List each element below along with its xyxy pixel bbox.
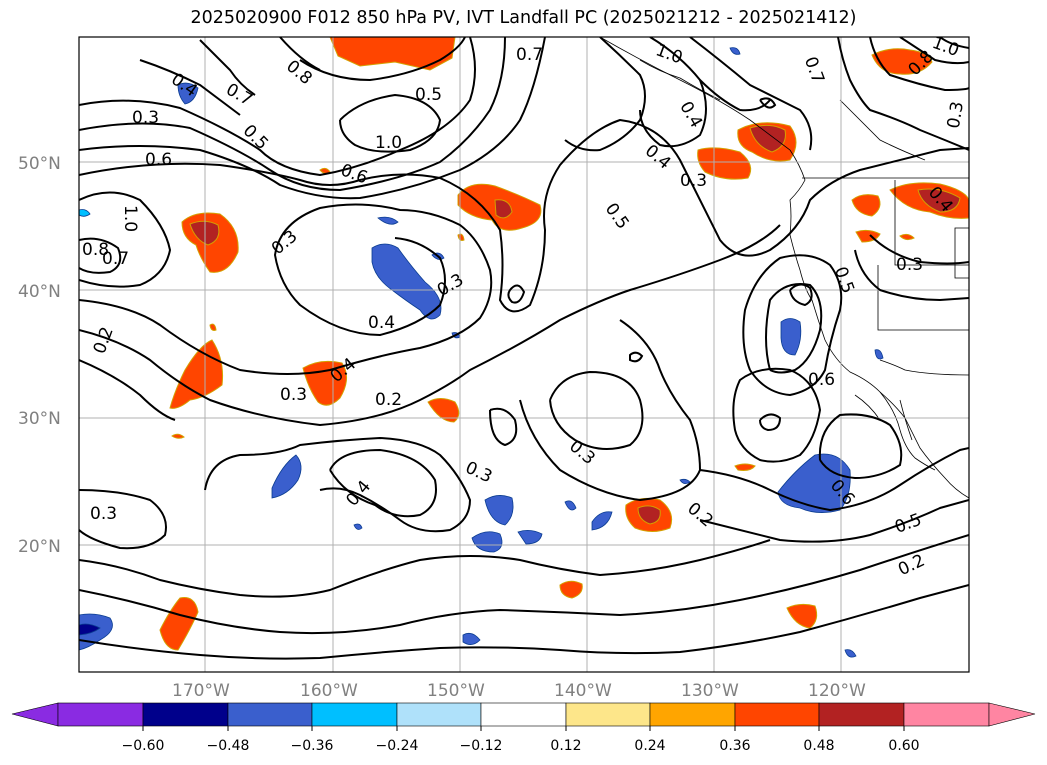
colorbar-tick-label: −0.12 — [460, 738, 503, 754]
lon-label: 170°W — [172, 681, 230, 701]
colorbar-segment — [649, 702, 736, 727]
lon-label: 130°W — [681, 681, 739, 701]
lon-label: 120°W — [808, 681, 866, 701]
colorbar-segment — [565, 702, 651, 727]
map-panel: 0.4 0.7 0.8 0.5 0.3 0.6 1.0 0.6 0.8 0.7 … — [79, 37, 969, 672]
contour-label: 0.3 — [680, 171, 707, 191]
contour-label: 0.8 — [82, 240, 109, 260]
map-title: 2025020900 F012 850 hPa PV, IVT Landfall… — [190, 8, 857, 28]
contour-label: 0.6 — [808, 370, 835, 390]
contour-label: 0.6 — [145, 150, 172, 170]
colorbar-tick-label: −0.24 — [376, 738, 419, 754]
colorbar-segment — [818, 702, 905, 727]
colorbar-segment — [57, 702, 144, 727]
lon-label: 140°W — [554, 681, 612, 701]
map-frame — [78, 36, 970, 673]
positive-anomaly-shading — [159, 37, 969, 651]
contour-label: 0.7 — [516, 45, 543, 65]
longitude-labels: 170°W 160°W 150°W 140°W 130°W 120°W — [172, 681, 866, 701]
contour-label: 0.3 — [90, 504, 117, 524]
colorbar-labels: −0.60 −0.48 −0.36 −0.24 −0.12 0.12 0.24 … — [122, 738, 920, 754]
colorbar-tick-marks — [142, 726, 905, 731]
colorbar-segment — [903, 702, 990, 727]
colorbar-tick-label: 0.60 — [888, 738, 919, 754]
latitude-labels: 50°N 40°N 30°N 20°N — [18, 154, 61, 557]
contour-label: 1.0 — [375, 133, 402, 153]
lat-label: 40°N — [18, 282, 61, 302]
colorbar-tick-label: −0.48 — [207, 738, 250, 754]
contour-label: 0.3 — [944, 100, 968, 130]
colorbar-segment — [227, 702, 313, 727]
contour-label: 0.3 — [280, 385, 307, 405]
colorbar-tick-label: −0.36 — [291, 738, 334, 754]
colorbar-segment — [734, 702, 820, 727]
colorbar-tick-label: 0.36 — [719, 738, 750, 754]
contour-label: 1.0 — [120, 205, 140, 232]
contour-label: 0.7 — [102, 249, 129, 269]
lat-label: 30°N — [18, 409, 61, 429]
colorbar-tick-label: −0.60 — [122, 738, 165, 754]
colorbar — [11, 702, 1036, 731]
pv-contours — [79, 37, 969, 660]
colorbar-segment — [480, 702, 567, 727]
lat-label: 50°N — [18, 154, 61, 174]
contour-label: 0.4 — [368, 313, 395, 333]
colorbar-extend-low — [11, 702, 59, 727]
lat-label: 20°N — [18, 537, 61, 557]
colorbar-tick-label: 0.12 — [550, 738, 581, 754]
colorbar-segment — [396, 702, 482, 727]
lon-label: 150°W — [427, 681, 485, 701]
contour-label: 0.5 — [415, 85, 442, 105]
contour-label: 0.3 — [132, 108, 159, 128]
colorbar-segment — [142, 702, 229, 727]
contour-label: 0.2 — [375, 390, 402, 410]
colorbar-tick-label: 0.48 — [803, 738, 834, 754]
colorbar-segment — [311, 702, 398, 727]
contour-label: 0.3 — [896, 255, 923, 275]
colorbar-tick-label: 0.24 — [634, 738, 665, 754]
lon-label: 160°W — [300, 681, 358, 701]
colorbar-extend-high — [988, 702, 1036, 727]
